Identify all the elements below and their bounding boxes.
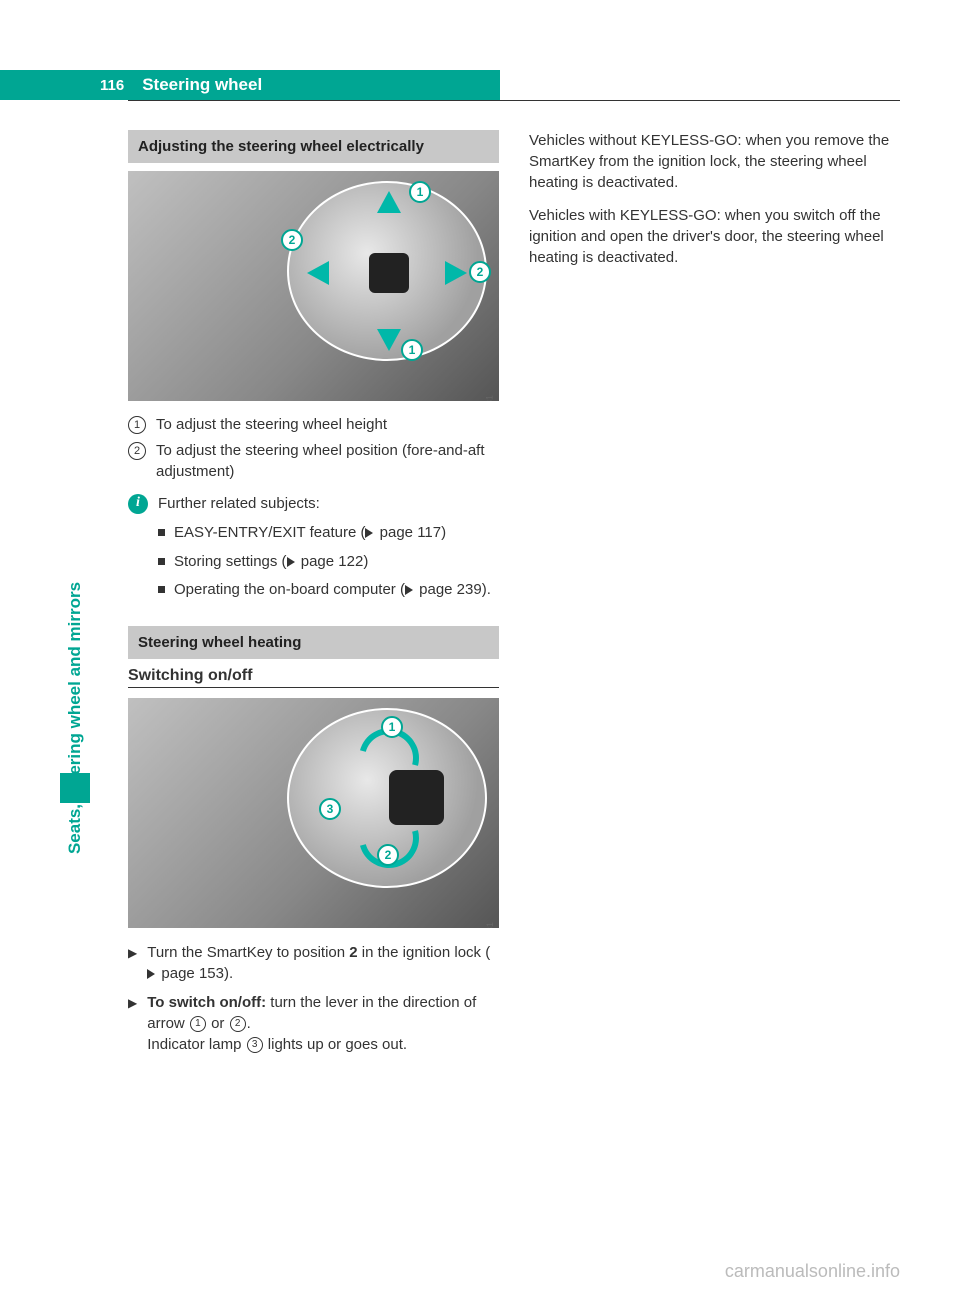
figure-reference: P46.11-2173-31 [485,922,495,928]
callout-3-icon: 3 [319,798,341,820]
step-segment: Indicator lamp [147,1036,245,1053]
step-segment: in the ignition lock ( [358,944,491,961]
section-heading-heating: Steering wheel heating [128,626,499,659]
callout-2b-icon: 2 [469,261,491,283]
bullet-text: ) [441,524,446,541]
arrow-right-icon [445,261,467,285]
step-segment: lights up or goes out. [264,1036,407,1053]
step-bold: 2 [349,944,357,961]
body-paragraph: Vehicles with KEYLESS-GO: when you switc… [529,205,900,268]
inline-ref-icon: 2 [230,1016,246,1032]
legend-num-icon: 2 [128,442,146,460]
lever-knob-icon [389,770,444,825]
page-ref-text: page 153 [161,965,224,982]
step-segment: Turn the SmartKey to position [147,944,349,961]
left-column: Adjusting the steering wheel electricall… [128,130,499,1063]
page-header: 116 Steering wheel [0,70,500,100]
step-text: Turn the SmartKey to position 2 in the i… [147,942,499,984]
inline-ref-icon: 1 [190,1016,206,1032]
arrow-left-icon [307,261,329,285]
list-item: EASY-ENTRY/EXIT feature ( page 117) [158,522,499,545]
arrow-down-icon [377,329,401,351]
page-title: Steering wheel [142,75,262,95]
header-rule [128,100,900,101]
callout-1b-icon: 1 [401,339,423,361]
legend-row: 2 To adjust the steering wheel position … [128,441,499,482]
callout-2-icon: 2 [377,844,399,866]
step-segment: or [207,1015,229,1032]
legend-text: To adjust the steering wheel position (f… [156,441,499,482]
body-paragraph: Vehicles without KEYLESS-GO: when you re… [529,130,900,193]
right-column: Vehicles without KEYLESS-GO: when you re… [529,130,900,1063]
bullet-text: Storing settings ( [174,553,287,570]
figure-reference: P46.15-2595-31 [485,395,495,401]
page-ref-icon [365,528,373,538]
page-ref-text: page 239 [419,581,482,598]
inline-ref-icon: 3 [247,1037,263,1053]
content-area: Adjusting the steering wheel electricall… [128,130,900,1063]
bullet-text: Operating the on-board computer ( [174,581,405,598]
figure-steering-adjust: 1 2 2 1 P46.15-2595-31 [128,171,499,401]
legend-num-icon: 1 [128,416,146,434]
list-item: Storing settings ( page 122) [158,551,499,574]
step-row: ▶ Turn the SmartKey to position 2 in the… [128,942,499,984]
step-bold: To switch on/off: [147,994,270,1011]
info-text: Further related subjects: [158,494,320,514]
subheading-rule [128,687,499,688]
side-tab-label: Seats, steering wheel and mirrors [65,582,85,854]
legend-text: To adjust the steering wheel height [156,415,387,435]
page-number: 116 [0,77,142,94]
step-arrow-icon: ▶ [128,995,137,1012]
side-tab-square-icon [60,773,90,803]
page-ref-icon [287,557,295,567]
step-row: ▶ To switch on/off: turn the lever in th… [128,992,499,1055]
page-ref-text: page 117 [380,524,441,541]
figure-zoom-circle: 1 2 3 [287,708,487,888]
bullet-text: ) [363,553,368,570]
callout-1-icon: 1 [381,716,403,738]
watermark: carmanualsonline.info [725,1261,900,1282]
step-arrow-icon: ▶ [128,945,137,962]
callout-2-icon: 2 [281,229,303,251]
page-ref-text: page 122 [301,553,364,570]
step-text: To switch on/off: turn the lever in the … [147,992,499,1055]
info-row: i Further related subjects: [128,494,499,514]
bullet-text: EASY-ENTRY/EXIT feature ( [174,524,365,541]
info-icon: i [128,494,148,514]
callout-1-icon: 1 [409,181,431,203]
bullet-text: ). [482,581,491,598]
legend-row: 1 To adjust the steering wheel height [128,415,499,435]
page-ref-icon [405,585,413,595]
list-item: Operating the on-board computer ( page 2… [158,579,499,602]
side-tab: Seats, steering wheel and mirrors [60,348,90,768]
figure-steering-heating: 1 2 3 P46.11-2173-31 [128,698,499,928]
step-segment: . [247,1015,251,1032]
related-subjects-list: EASY-ENTRY/EXIT feature ( page 117) Stor… [158,522,499,602]
page-ref-icon [147,969,155,979]
figure-zoom-circle: 1 2 2 1 [287,181,487,361]
arrow-up-icon [377,191,401,213]
subheading-switching: Switching on/off [128,667,499,685]
step-segment: ). [224,965,233,982]
section-heading-adjusting: Adjusting the steering wheel electricall… [128,130,499,163]
control-knob-icon [369,253,409,293]
